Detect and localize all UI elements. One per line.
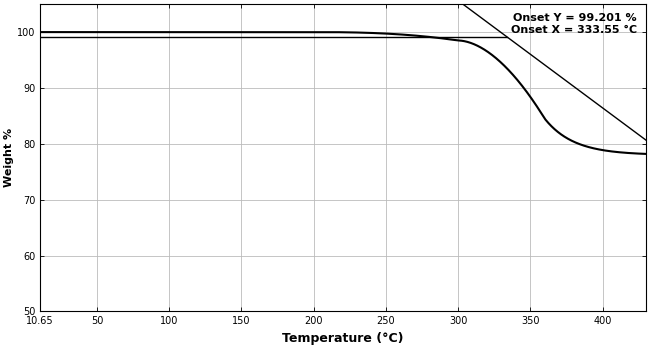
Text: Onset Y = 99.201 %
Onset X = 333.55 °C: Onset Y = 99.201 % Onset X = 333.55 °C xyxy=(511,13,637,35)
X-axis label: Temperature (°C): Temperature (°C) xyxy=(282,332,404,345)
Y-axis label: Weight %: Weight % xyxy=(4,128,14,187)
